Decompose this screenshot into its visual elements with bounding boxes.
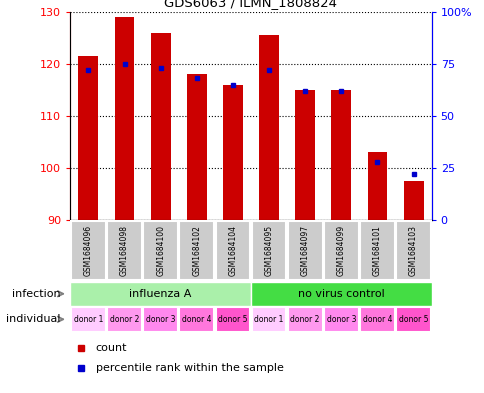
Text: donor 4: donor 4: [362, 315, 392, 324]
Text: GSM1684098: GSM1684098: [120, 225, 129, 276]
FancyBboxPatch shape: [71, 221, 106, 280]
FancyBboxPatch shape: [395, 221, 430, 280]
Text: donor 2: donor 2: [109, 315, 139, 324]
Bar: [258, 35, 278, 220]
Text: GSM1684099: GSM1684099: [336, 225, 345, 276]
Title: GDS6063 / ILMN_1808824: GDS6063 / ILMN_1808824: [164, 0, 337, 9]
Text: donor 3: donor 3: [146, 315, 175, 324]
Text: GSM1684100: GSM1684100: [156, 225, 165, 276]
Bar: [151, 33, 170, 220]
FancyBboxPatch shape: [71, 307, 106, 332]
FancyBboxPatch shape: [251, 307, 286, 332]
FancyBboxPatch shape: [323, 307, 358, 332]
Bar: [114, 17, 134, 220]
FancyBboxPatch shape: [395, 307, 430, 332]
Text: donor 1: donor 1: [74, 315, 103, 324]
Text: donor 5: donor 5: [218, 315, 247, 324]
Text: no virus control: no virus control: [297, 289, 384, 299]
Bar: [367, 152, 387, 220]
Text: donor 3: donor 3: [326, 315, 355, 324]
FancyBboxPatch shape: [287, 221, 322, 280]
Bar: [403, 181, 423, 220]
Text: percentile rank within the sample: percentile rank within the sample: [95, 364, 283, 373]
Bar: [331, 90, 350, 220]
FancyBboxPatch shape: [179, 221, 214, 280]
FancyBboxPatch shape: [287, 307, 322, 332]
Text: GSM1684103: GSM1684103: [408, 225, 417, 276]
Text: GSM1684097: GSM1684097: [300, 225, 309, 276]
Text: infection: infection: [12, 289, 61, 299]
Bar: [295, 90, 315, 220]
FancyBboxPatch shape: [215, 221, 250, 280]
Text: GSM1684096: GSM1684096: [84, 225, 93, 276]
Text: GSM1684095: GSM1684095: [264, 225, 273, 276]
FancyBboxPatch shape: [143, 307, 178, 332]
Text: individual: individual: [6, 314, 60, 324]
Text: GSM1684102: GSM1684102: [192, 225, 201, 276]
Text: count: count: [95, 343, 127, 353]
Text: GSM1684101: GSM1684101: [372, 225, 381, 276]
FancyBboxPatch shape: [70, 281, 251, 306]
FancyBboxPatch shape: [323, 221, 358, 280]
Text: donor 4: donor 4: [182, 315, 211, 324]
FancyBboxPatch shape: [143, 221, 178, 280]
FancyBboxPatch shape: [359, 307, 394, 332]
FancyBboxPatch shape: [251, 281, 431, 306]
FancyBboxPatch shape: [359, 221, 394, 280]
FancyBboxPatch shape: [107, 307, 142, 332]
FancyBboxPatch shape: [179, 307, 214, 332]
Bar: [223, 84, 242, 220]
Text: donor 5: donor 5: [398, 315, 427, 324]
FancyBboxPatch shape: [251, 221, 286, 280]
Bar: [186, 74, 206, 220]
Text: influenza A: influenza A: [129, 289, 192, 299]
Bar: [78, 56, 98, 220]
Text: donor 2: donor 2: [290, 315, 319, 324]
Text: GSM1684104: GSM1684104: [228, 225, 237, 276]
FancyBboxPatch shape: [215, 307, 250, 332]
FancyBboxPatch shape: [107, 221, 142, 280]
Text: donor 1: donor 1: [254, 315, 283, 324]
